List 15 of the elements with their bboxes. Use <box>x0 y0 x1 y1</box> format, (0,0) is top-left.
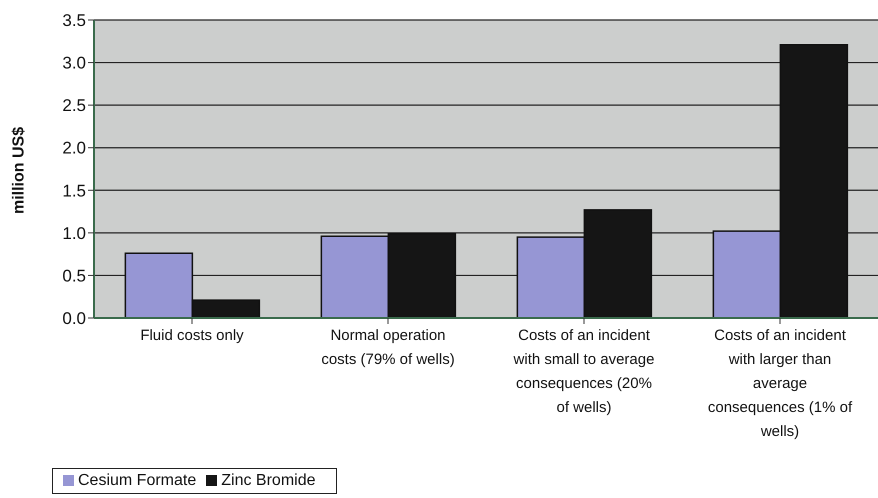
x-tick-label: Costs of an incident with small to average consequences (20% of wells) <box>512 327 654 416</box>
y-tick-label: 0.5 <box>62 266 86 286</box>
x-tick-label: Fluid costs only <box>140 327 244 344</box>
y-axis-title: million US$ <box>10 126 28 214</box>
y-tick-label: 2.0 <box>62 138 86 158</box>
y-tick-label: 0.0 <box>62 309 86 328</box>
legend-label: Zinc Bromide <box>221 472 316 489</box>
y-tick-label: 3.5 <box>62 11 86 30</box>
legend-label: Cesium Formate <box>78 472 196 489</box>
y-tick-label: 2.5 <box>62 96 86 116</box>
x-tick-label: Normal operation costs (79% of wells) <box>321 327 455 368</box>
y-tick-label: 3.0 <box>62 54 86 73</box>
y-tick-label: 1.0 <box>62 224 86 243</box>
x-tick-label: Costs of an incident with larger than average consequences (1% of wells) <box>708 327 853 440</box>
y-tick-label: 1.5 <box>62 181 86 200</box>
